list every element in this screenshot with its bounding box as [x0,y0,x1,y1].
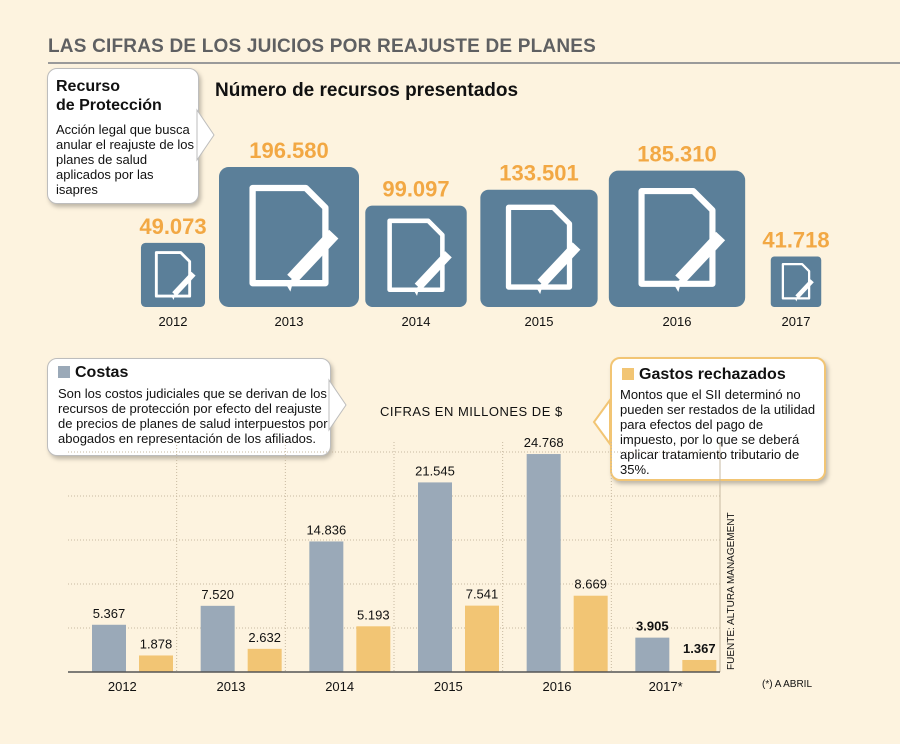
title-rule [48,62,900,64]
recursos-year-label: 2015 [525,314,554,329]
costas-value-label: 24.768 [524,435,564,450]
x-tick-label: 2013 [217,679,246,694]
costas-value-label: 14.836 [306,522,346,537]
recursos-year-label: 2013 [275,314,304,329]
pencil-icon [287,229,339,284]
costas-body: Son los costos judiciales que se derivan… [58,386,328,446]
gastos-bar-2016 [573,595,608,672]
recursos-value-label: 49.073 [139,214,206,239]
gastos-callout: Gastos rechazados Montos que el SII dete… [610,357,826,481]
pencil-icon [537,242,581,288]
costas-value-label: 7.520 [201,587,234,602]
recurso-callout: Recurso de Protección Acción legal que b… [47,68,199,204]
costas-callout-pointer [328,378,347,432]
costas-value-label: 21.545 [415,463,455,478]
pencil-tip-icon [413,284,421,296]
recurso-callout-pointer [196,108,215,162]
gastos-value-label: 1.878 [140,636,173,651]
pencil-icon [414,251,452,290]
recursos-value-label: 41.718 [762,228,829,253]
gastos-bar-2015 [465,605,499,672]
recursos-year-label: 2012 [159,314,188,329]
costas-gastos-chart: 5.367 1.878 2012 7.520 2.632 2013 14.836 5.193 2… [68,435,721,694]
unit-note: CIFRAS EN MILLONES DE $ [380,404,563,419]
gastos-value-label: 8.669 [574,577,607,592]
costas-bar-2014 [309,541,344,672]
pencil-tip-icon [674,277,683,293]
costas-legend-swatch [58,366,70,378]
recurso-title-line1: Recurso [56,78,121,95]
recursos-value-label: 196.580 [249,138,329,163]
costas-bar-2016 [526,454,561,672]
recursos-year-label: 2014 [402,314,431,329]
recursos-year-label: 2017 [782,314,811,329]
recursos-chart-title: Número de recursos presentados [215,80,519,101]
gastos-title: Gastos rechazados [639,366,786,383]
recurso-title-line2: de Protección [56,97,162,114]
recursos-value-label: 185.310 [637,142,717,167]
gastos-value-label: 7.541 [466,587,499,602]
recursos-chart: 49.073 2012 196.580 2013 99.097 2014 133.501 20… [139,138,829,329]
recursos-value-label: 133.501 [499,161,579,186]
main-title: LAS CIFRAS DE LOS JUICIOS POR REAJUSTE D… [48,36,597,57]
gastos-value-label: 1.367 [683,641,716,656]
pencil-icon [795,279,814,299]
gastos-bar-2017* [682,659,717,672]
recurso-body: Acción legal que busca anular el reajust… [56,122,195,197]
pencil-tip-icon [286,276,295,292]
pencil-icon [172,271,196,297]
gastos-callout-pointer [592,396,611,448]
costas-bar-2013 [200,605,235,672]
costas-bar-2017* [635,637,670,672]
gastos-value-label: 5.193 [357,607,390,622]
x-tick-label: 2012 [108,679,137,694]
costas-value-label: 3.905 [636,619,669,634]
gastos-body: Montos que el SII determinó no pueden se… [620,387,816,477]
gastos-bar-2013 [247,648,282,672]
pencil-icon [675,231,726,284]
gastos-bar-2012 [139,655,173,672]
pencil-tip-icon [794,295,799,302]
costas-bar-2012 [92,624,126,672]
costas-value-label: 5.367 [93,606,126,621]
footnote: (*) A ABRIL [762,679,813,690]
pencil-tip-icon [171,292,176,300]
recursos-value-label: 99.097 [382,177,449,202]
x-tick-label: 2014 [325,679,354,694]
costas-callout: Costas Son los costos judiciales que se … [47,358,331,456]
costas-title: Costas [75,364,129,381]
gastos-value-label: 2.632 [248,630,281,645]
gastos-legend-swatch [622,368,634,380]
x-tick-label: 2015 [434,679,463,694]
gastos-bar-2014 [356,626,391,672]
x-tick-label: 2016 [543,679,572,694]
costas-bar-2015 [418,482,452,672]
pencil-tip-icon [536,281,544,295]
x-tick-label: 2017* [649,679,683,694]
recursos-year-label: 2016 [663,314,692,329]
